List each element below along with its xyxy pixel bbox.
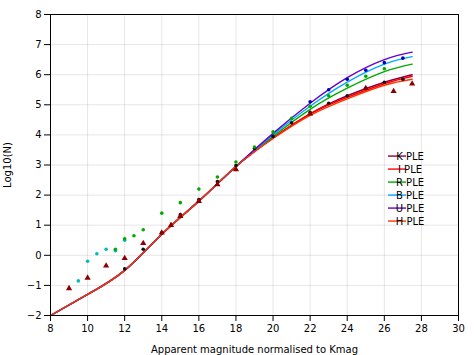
- svg-text:30: 30: [452, 323, 465, 334]
- svg-text:I PLE: I PLE: [398, 164, 422, 175]
- svg-text:24: 24: [341, 323, 354, 334]
- svg-text:26: 26: [378, 323, 391, 334]
- svg-text:14: 14: [155, 323, 168, 334]
- svg-text:7: 7: [35, 39, 41, 50]
- svg-text:1: 1: [35, 219, 41, 230]
- svg-text:−2: −2: [27, 310, 42, 321]
- svg-text:Log10(N): Log10(N): [2, 142, 13, 188]
- svg-text:Apparent magnitude normalised: Apparent magnitude normalised to Kmag: [151, 344, 358, 355]
- svg-text:4: 4: [35, 129, 41, 140]
- svg-text:5: 5: [35, 99, 41, 110]
- svg-text:R PLE: R PLE: [396, 177, 424, 188]
- svg-text:0: 0: [35, 250, 41, 261]
- svg-text:16: 16: [192, 323, 205, 334]
- svg-text:−1: −1: [27, 280, 42, 291]
- svg-text:22: 22: [304, 323, 317, 334]
- svg-text:8: 8: [47, 323, 53, 334]
- svg-text:K PLE: K PLE: [396, 151, 424, 162]
- svg-text:18: 18: [230, 323, 243, 334]
- svg-text:U PLE: U PLE: [396, 203, 424, 214]
- svg-text:10: 10: [81, 323, 94, 334]
- svg-text:B PLE: B PLE: [396, 190, 424, 201]
- svg-text:20: 20: [267, 323, 280, 334]
- svg-text:3: 3: [35, 159, 41, 170]
- svg-text:H PLE: H PLE: [396, 216, 425, 227]
- svg-text:12: 12: [118, 323, 131, 334]
- svg-text:2: 2: [35, 189, 41, 200]
- svg-text:6: 6: [35, 69, 41, 80]
- svg-text:28: 28: [415, 323, 428, 334]
- svg-text:8: 8: [35, 9, 41, 20]
